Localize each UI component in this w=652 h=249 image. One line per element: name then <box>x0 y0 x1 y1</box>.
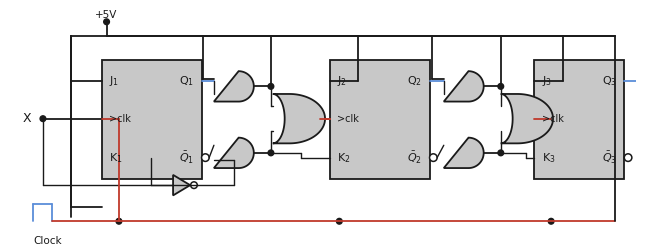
Circle shape <box>268 150 274 156</box>
Circle shape <box>201 154 209 161</box>
Text: Q$_1$: Q$_1$ <box>179 74 194 88</box>
Text: J$_3$: J$_3$ <box>542 74 552 88</box>
Bar <box>102 60 201 179</box>
Text: J$_2$: J$_2$ <box>337 74 348 88</box>
Text: J$_1$: J$_1$ <box>110 74 119 88</box>
Text: $\bar{Q}_2$: $\bar{Q}_2$ <box>407 150 422 166</box>
Text: >clk: >clk <box>110 114 131 124</box>
Circle shape <box>624 154 632 161</box>
Circle shape <box>268 83 274 89</box>
Text: >clk: >clk <box>542 114 563 124</box>
Text: $\bar{Q}_3$: $\bar{Q}_3$ <box>602 150 617 166</box>
Circle shape <box>498 83 503 89</box>
Circle shape <box>190 182 198 188</box>
Text: Q$_2$: Q$_2$ <box>407 74 422 88</box>
Text: X: X <box>23 112 31 125</box>
Circle shape <box>498 150 503 156</box>
Polygon shape <box>273 94 325 143</box>
Text: K$_3$: K$_3$ <box>542 151 556 165</box>
Circle shape <box>548 218 554 224</box>
Text: Clock: Clock <box>33 236 62 246</box>
Text: Q$_3$: Q$_3$ <box>602 74 617 88</box>
Bar <box>534 60 624 179</box>
Bar <box>330 60 430 179</box>
Text: K$_2$: K$_2$ <box>337 151 351 165</box>
Circle shape <box>104 19 110 25</box>
Text: K$_1$: K$_1$ <box>110 151 123 165</box>
Text: +5V: +5V <box>95 10 118 20</box>
Polygon shape <box>214 71 254 102</box>
Polygon shape <box>214 138 254 168</box>
Circle shape <box>40 116 46 122</box>
Polygon shape <box>173 175 190 195</box>
Circle shape <box>336 218 342 224</box>
Polygon shape <box>444 138 484 168</box>
Text: >clk: >clk <box>337 114 359 124</box>
Polygon shape <box>501 94 553 143</box>
Text: $\bar{Q}_1$: $\bar{Q}_1$ <box>179 150 194 166</box>
Circle shape <box>116 218 122 224</box>
Circle shape <box>430 154 437 161</box>
Polygon shape <box>444 71 484 102</box>
